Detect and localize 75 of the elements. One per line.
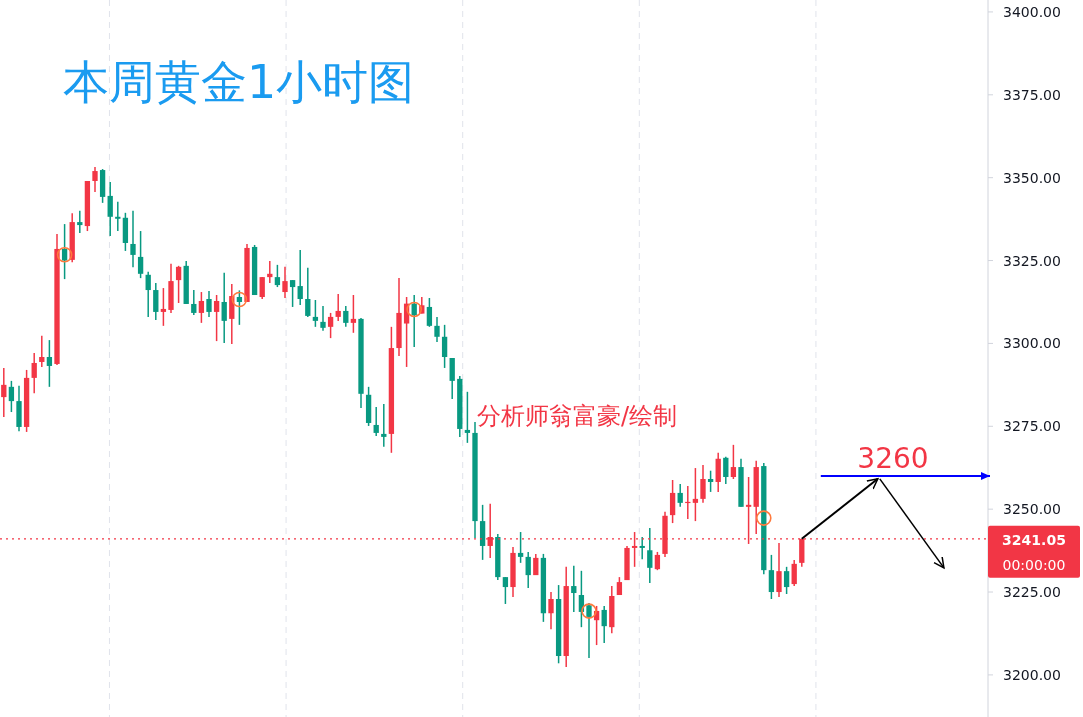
candlestick xyxy=(31,352,37,394)
candlestick xyxy=(449,357,455,400)
y-tick-label: 3400.00 xyxy=(1003,3,1061,20)
candlestick xyxy=(297,249,303,306)
candlestick xyxy=(1,367,7,418)
candlestick xyxy=(198,291,205,324)
text: 本周黄金1小时图 xyxy=(63,55,415,109)
candlestick xyxy=(206,290,212,318)
y-tick-label: 3375.00 xyxy=(1003,86,1061,103)
candlestick xyxy=(289,279,296,308)
candlestick xyxy=(434,316,440,343)
candlestick xyxy=(700,464,706,504)
candlestick xyxy=(373,406,379,437)
candlestick xyxy=(327,312,334,339)
candlestick xyxy=(571,565,577,613)
candlestick xyxy=(502,576,509,605)
ref-line-label: 3241.05 xyxy=(1002,531,1066,548)
candlestick xyxy=(335,293,341,322)
ref-line-label: 3260 xyxy=(857,442,929,476)
y-tick-label: 3275.00 xyxy=(1003,418,1061,435)
candlestick xyxy=(426,297,433,328)
candlestick xyxy=(312,299,319,328)
candlestick xyxy=(92,166,98,193)
y-tick-label: 3200.00 xyxy=(1003,666,1061,683)
y-tick-label: 3350.00 xyxy=(1003,169,1061,186)
candlestick xyxy=(320,305,326,332)
candlestick xyxy=(343,305,349,328)
candlestick xyxy=(145,271,151,318)
candlestick xyxy=(517,531,524,564)
candlestick xyxy=(525,551,531,589)
candlestick xyxy=(730,444,737,480)
candlestick xyxy=(282,266,288,299)
candlestick xyxy=(305,267,311,318)
candlestick xyxy=(77,210,83,234)
candlestick xyxy=(381,403,387,448)
price-label: 3241.05 00:00:00 xyxy=(988,525,1080,578)
candlestick xyxy=(39,335,45,368)
candlestick xyxy=(175,265,182,304)
candlestick xyxy=(791,559,797,587)
candlestick xyxy=(464,391,471,444)
y-tick-label: 3250.00 xyxy=(1003,501,1061,518)
candlestick xyxy=(548,591,554,630)
candlestick xyxy=(8,380,15,413)
candlestick xyxy=(350,294,357,334)
candlestick xyxy=(715,452,721,493)
candlestick xyxy=(46,339,53,388)
candlestick xyxy=(639,536,645,560)
candlestick xyxy=(783,566,790,595)
candlestick xyxy=(654,551,661,571)
candlestick xyxy=(107,181,113,237)
candlestick xyxy=(153,282,159,321)
y-tick-label: 3325.00 xyxy=(1003,252,1061,269)
candlestick xyxy=(137,230,144,279)
annotation: 分析师翁富豪/绘制 xyxy=(477,402,678,430)
candlestick xyxy=(213,294,220,342)
candlestick xyxy=(768,554,775,600)
candlestick xyxy=(601,605,607,644)
candlestick xyxy=(191,289,197,316)
candlestick xyxy=(160,287,167,327)
candlestick xyxy=(130,210,136,268)
candlestick xyxy=(723,456,729,485)
candlestick xyxy=(221,272,227,344)
y-tick-label: 3300.00 xyxy=(1003,335,1061,352)
candlestick xyxy=(677,483,683,508)
candlestick xyxy=(669,479,676,524)
candlestick xyxy=(274,264,281,288)
candlestick xyxy=(692,467,699,522)
y-tick-label: 3225.00 xyxy=(1003,584,1061,601)
candlestick xyxy=(776,542,782,598)
candlestick xyxy=(647,527,653,584)
candlestick xyxy=(441,324,448,369)
candlestick xyxy=(707,469,714,493)
candlestick xyxy=(236,289,243,326)
candlestick xyxy=(259,276,265,300)
candlestick xyxy=(115,201,121,232)
